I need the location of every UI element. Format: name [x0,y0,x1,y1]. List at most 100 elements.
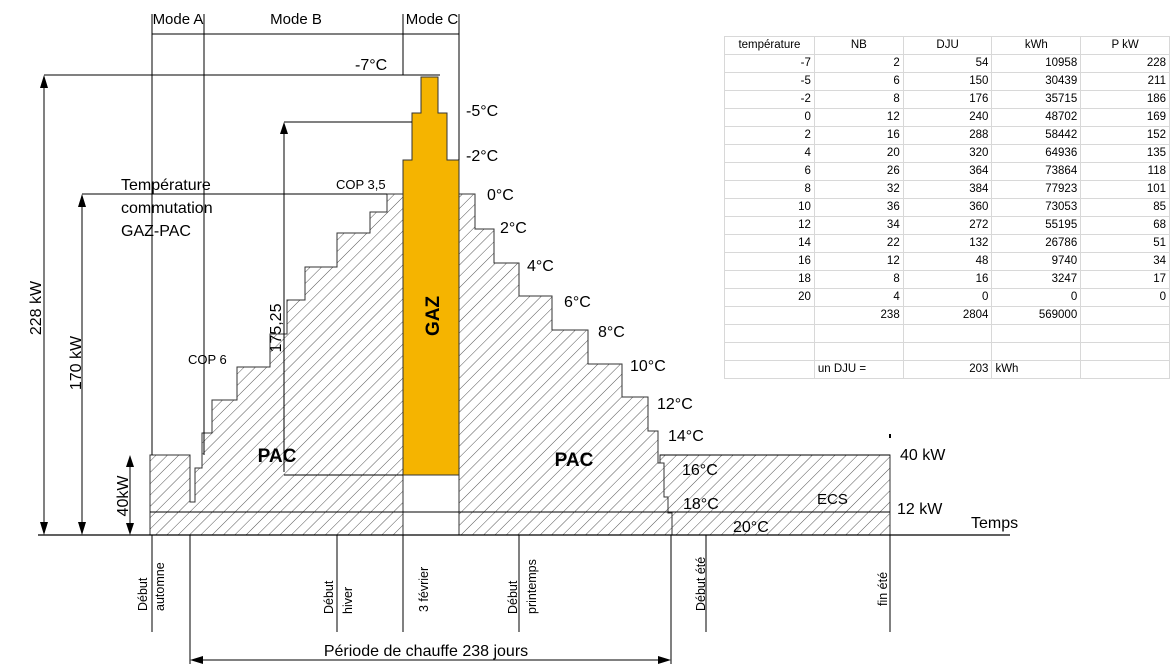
table-cell: 238 [813,306,904,325]
table-cell: 10 [724,198,815,217]
arrow-170kw-top [78,194,86,207]
table-cell: 384 [902,180,993,199]
table-body: température NB DJU kWh P kW -7 2 54 10958 228 -5 6 1… [724,36,1170,379]
table-cell: 0 [991,288,1082,307]
table-cell [1080,360,1170,379]
table-row: 2 16 288 58442 152 [724,126,1170,145]
p40-axis-label: 40kW [115,475,132,517]
periode-label: Période de chauffe 238 jours [324,643,528,660]
timeline-label: Début [506,580,520,614]
arrow-40kw-top [126,455,134,467]
table-cell: 18 [724,270,815,289]
table-cell: 211 [1080,72,1170,91]
table-cell: 73053 [991,198,1082,217]
timeline-label: Début [136,577,150,611]
table-cell: 36 [813,198,904,217]
table-cell [813,342,904,361]
table-cell [1080,306,1170,325]
timeline-label: Début été [694,557,708,611]
table-cell: -2 [724,90,815,109]
cop6-label: COP 6 [188,352,227,367]
table-cell: 135 [1080,144,1170,163]
table-cell [902,324,993,343]
table-cell: 0 [724,108,815,127]
temp-label: 20°C [733,519,769,536]
table-cell: kWh [991,36,1082,55]
temp-label: 12°C [657,396,693,413]
table-cell: 20 [813,144,904,163]
table-cell: 4 [813,288,904,307]
table-cell: 12 [813,108,904,127]
table-cell [1080,342,1170,361]
table-cell: 51 [1080,234,1170,253]
table-cell: 85 [1080,198,1170,217]
table-cell: 34 [813,216,904,235]
cop35-label: COP 3,5 [336,177,386,192]
p17525-label: 175,25 [268,303,285,352]
table-row: 12 34 272 55195 68 [724,216,1170,235]
table-cell: 16 [902,270,993,289]
table-cell: 360 [902,198,993,217]
p170-label: 170 kW [68,335,85,390]
table-cell: 132 [902,234,993,253]
timeline-label: Début [322,580,336,614]
table-row: -7 2 54 10958 228 [724,54,1170,73]
table-cell: 228 [1080,54,1170,73]
table-row: 0 12 240 48702 169 [724,108,1170,127]
table-cell: 35715 [991,90,1082,109]
table-row: 16 12 48 9740 34 [724,252,1170,271]
table-cell: 364 [902,162,993,181]
table-cell: 48702 [991,108,1082,127]
table-row: -2 8 176 35715 186 [724,90,1170,109]
table-row: 6 26 364 73864 118 [724,162,1170,181]
table-cell [724,324,815,343]
table-cell: 176 [902,90,993,109]
table-cell: 8 [724,180,815,199]
pac-right-label: PAC [555,450,594,471]
table-cell: 4 [724,144,815,163]
table-cell: -5 [724,72,815,91]
dju-value: 203 [902,360,993,379]
table-cell: 10958 [991,54,1082,73]
table-row: 18 8 16 3247 17 [724,270,1170,289]
timeline-label: hiver [341,587,355,614]
temps-label: Temps [971,515,1018,532]
arrow-228kw-bottom [40,522,48,535]
mode-a-label: Mode A [153,11,204,28]
table-cell: NB [813,36,904,55]
table-cell: 272 [902,216,993,235]
temp-label: 4°C [527,258,554,275]
table-row: 10 36 360 73053 85 [724,198,1170,217]
table-cell: DJU [902,36,993,55]
temp-label: 6°C [564,294,591,311]
table-cell: 30439 [991,72,1082,91]
temp-label: 18°C [683,496,719,513]
table-row [724,342,1170,361]
arrow-228kw-top [40,75,48,88]
temp-label: -2°C [466,148,498,165]
table-cell: 55195 [991,216,1082,235]
timeline-label: fin été [876,572,890,606]
timeline-label: 3 février [417,567,431,612]
table-cell: 9740 [991,252,1082,271]
timeline-label: printemps [525,559,539,614]
table-cell: 12 [724,216,815,235]
temp-label: 0°C [487,187,514,204]
commutation-label-3: GAZ-PAC [121,223,191,240]
ecs-band [659,454,891,536]
table-cell: 320 [902,144,993,163]
table-cell: 26 [813,162,904,181]
temp-label: 16°C [682,462,718,479]
table-cell: 152 [1080,126,1170,145]
timeline-label: automne [153,562,167,611]
table-cell [724,342,815,361]
arrow-17525-top [280,122,288,134]
table-cell: 288 [902,126,993,145]
table-cell: 8 [813,270,904,289]
table-cell: 101 [1080,180,1170,199]
table-cell: température [724,36,815,55]
table-cell: 17 [1080,270,1170,289]
table-cell: 6 [724,162,815,181]
table-cell: -7 [724,54,815,73]
